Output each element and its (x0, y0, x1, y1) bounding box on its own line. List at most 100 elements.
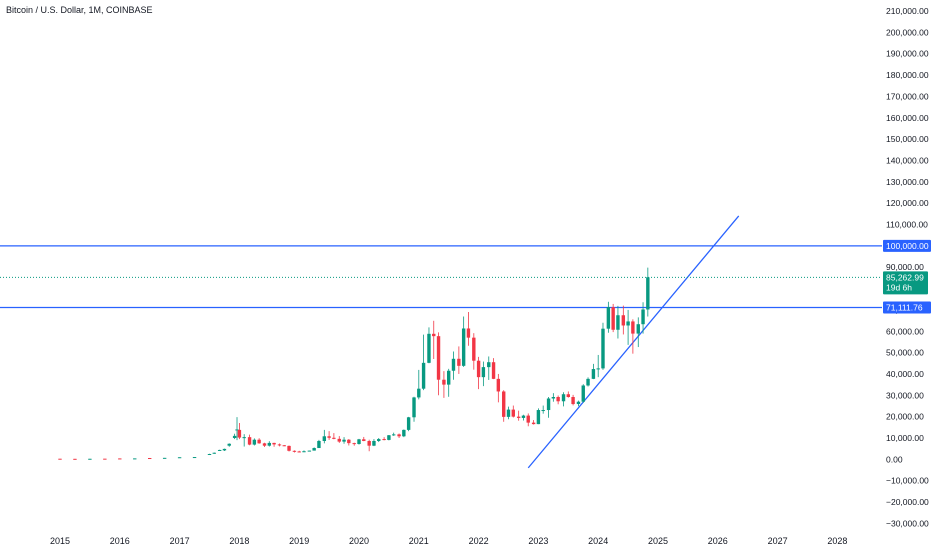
y-tick-label: 120,000.00 (886, 198, 929, 208)
candle-body (586, 378, 590, 386)
candle-body (88, 458, 92, 460)
time-axis[interactable]: 2015 2016 2017 2018 2019 2020 2021 2022 2023 2024… (50, 536, 847, 546)
y-tick-label: 130,000.00 (886, 177, 929, 187)
horizontal-levels[interactable] (0, 245, 882, 309)
candle-body (58, 458, 62, 460)
candle-body (322, 436, 327, 441)
candle-body (235, 429, 239, 431)
trendline[interactable] (527, 215, 740, 469)
candle-body (177, 457, 182, 459)
candle-body (282, 445, 286, 447)
candle-body (397, 434, 401, 437)
x-tick-label: 2016 (110, 536, 130, 546)
y-tick-label: 40,000.00 (886, 369, 924, 379)
candle-body (601, 328, 605, 369)
candle-body (237, 429, 242, 438)
level-price-tag (883, 239, 931, 252)
y-tick-label: 0.00 (886, 454, 903, 464)
x-tick-label: 2027 (768, 536, 788, 546)
candle-body (297, 451, 301, 453)
level-price-tag (883, 301, 931, 314)
candle-body (402, 429, 406, 437)
candle-body (427, 333, 431, 363)
y-tick-label: −10,000.00 (886, 476, 929, 486)
candle-body (451, 358, 456, 371)
candle-body (491, 362, 496, 379)
x-tick-label: 2026 (708, 536, 728, 546)
y-tick-label: 170,000.00 (886, 91, 929, 101)
last-price-tag (883, 271, 928, 295)
x-tick-label: 2022 (469, 536, 489, 546)
candle-body (73, 458, 77, 460)
y-tick-label: 200,000.00 (886, 27, 929, 37)
y-tick-label: −20,000.00 (886, 497, 929, 507)
candle-body (447, 370, 451, 385)
x-tick-label: 2018 (229, 536, 249, 546)
candle-body (636, 324, 640, 334)
candle-body (466, 328, 471, 338)
candle-body (103, 458, 107, 460)
candle-body (387, 435, 391, 440)
candle-body (307, 450, 312, 452)
x-tick-label: 2023 (528, 536, 548, 546)
candle-body (436, 336, 441, 380)
candle-body (192, 457, 197, 459)
candle-body (487, 362, 491, 368)
y-tick-label: 20,000.00 (886, 412, 924, 422)
candle-body (337, 438, 341, 442)
y-tick-label: 110,000.00 (886, 220, 928, 230)
y-tick-label: 50,000.00 (886, 348, 924, 358)
candle-body (247, 437, 252, 445)
y-tick-label: −30,000.00 (886, 518, 929, 528)
candle-body (372, 440, 376, 446)
y-tick-label: 90,000.00 (886, 262, 924, 272)
candle-body (377, 439, 381, 441)
candle-body (332, 437, 336, 439)
x-tick-label: 2028 (827, 536, 847, 546)
candle-body (227, 443, 231, 446)
candle-body (581, 385, 585, 402)
y-tick-label: 180,000.00 (886, 70, 929, 80)
candle-body (631, 321, 635, 334)
candle-body (347, 439, 351, 444)
candle-body (162, 457, 167, 459)
candle-body (516, 416, 521, 418)
candle-body (148, 458, 152, 460)
candle-body (406, 417, 411, 430)
candle-body (531, 422, 536, 425)
last-price-countdown: 19d 6h (886, 282, 912, 292)
candle-body (521, 415, 526, 418)
candle-body (133, 458, 137, 460)
x-tick-label: 2019 (289, 536, 309, 546)
candle-body (646, 277, 650, 310)
trendline-group[interactable] (527, 215, 740, 469)
candle-body (621, 315, 626, 326)
candle-body (391, 434, 396, 436)
candle-body (317, 440, 321, 449)
candle-body (257, 439, 261, 444)
candle-body (472, 337, 476, 361)
candle-body (327, 436, 331, 438)
candle-body (242, 437, 246, 439)
candle-body (421, 362, 426, 389)
level-price-tag-label: 100,000.00 (886, 241, 929, 251)
price-axis[interactable]: 210,000.00 200,000.00 190,000.00 180,000.00… (886, 6, 929, 528)
candle-body (556, 397, 560, 402)
candle-body (382, 439, 386, 441)
candle-body (626, 321, 630, 326)
candle-body (222, 448, 227, 451)
candle-body (232, 435, 237, 438)
candle-body (596, 368, 600, 370)
candle-body (267, 442, 271, 446)
y-tick-label: 150,000.00 (886, 134, 929, 144)
candle-body (262, 443, 267, 446)
candle-body (526, 415, 530, 423)
candle-body (502, 391, 506, 417)
candle-body (611, 307, 615, 330)
candle-body (292, 450, 297, 452)
candle-body (357, 439, 361, 444)
candle-body (302, 451, 306, 453)
candle-body (571, 397, 575, 405)
candle-body (362, 439, 366, 441)
